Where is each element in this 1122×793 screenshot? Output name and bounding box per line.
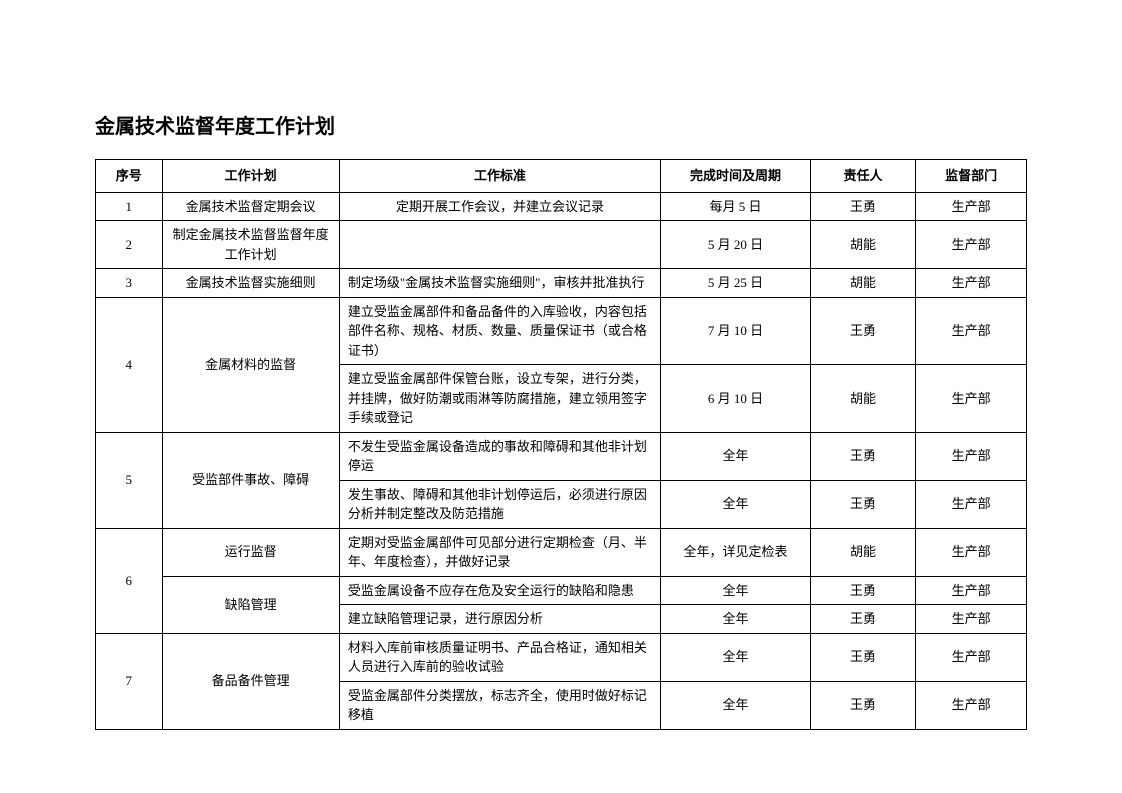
cell-person: 王勇	[810, 633, 915, 681]
table-row: 5 受监部件事故、障碍 不发生受监金属设备造成的事故和障碍和其他非计划停运 全年…	[96, 432, 1027, 480]
cell-dept: 生产部	[916, 297, 1027, 365]
table-row: 7 备品备件管理 材料入库前审核质量证明书、产品合格证，通知相关人员进行入库前的…	[96, 633, 1027, 681]
cell-time: 全年	[661, 605, 811, 634]
cell-plan: 受监部件事故、障碍	[162, 432, 339, 528]
cell-time: 全年	[661, 681, 811, 729]
cell-person: 胡能	[810, 365, 915, 433]
cell-seq: 4	[96, 297, 163, 432]
cell-seq: 7	[96, 633, 163, 729]
table-row: 1 金属技术监督定期会议 定期开展工作会议，并建立会议记录 每月 5 日 王勇 …	[96, 192, 1027, 221]
cell-time: 6 月 10 日	[661, 365, 811, 433]
cell-person: 王勇	[810, 681, 915, 729]
cell-seq: 1	[96, 192, 163, 221]
header-seq: 序号	[96, 160, 163, 193]
cell-time: 全年	[661, 432, 811, 480]
document-page: 金属技术监督年度工作计划 序号 工作计划 工作标准 完成时间及周期 责任人 监督…	[0, 0, 1122, 770]
cell-person: 王勇	[810, 192, 915, 221]
cell-person: 胡能	[810, 269, 915, 298]
cell-dept: 生产部	[916, 681, 1027, 729]
cell-time: 全年	[661, 576, 811, 605]
cell-dept: 生产部	[916, 576, 1027, 605]
cell-plan: 制定金属技术监督监督年度工作计划	[162, 221, 339, 269]
cell-person: 胡能	[810, 528, 915, 576]
cell-plan: 运行监督	[162, 528, 339, 576]
table-row: 4 金属材料的监督 建立受监金属部件和备品备件的入库验收，内容包括部件名称、规格…	[96, 297, 1027, 365]
cell-dept: 生产部	[916, 365, 1027, 433]
header-dept: 监督部门	[916, 160, 1027, 193]
table-header-row: 序号 工作计划 工作标准 完成时间及周期 责任人 监督部门	[96, 160, 1027, 193]
cell-std	[339, 221, 660, 269]
cell-person: 王勇	[810, 605, 915, 634]
cell-plan: 金属技术监督定期会议	[162, 192, 339, 221]
header-time: 完成时间及周期	[661, 160, 811, 193]
cell-seq: 2	[96, 221, 163, 269]
cell-dept: 生产部	[916, 221, 1027, 269]
cell-time: 5 月 20 日	[661, 221, 811, 269]
cell-std: 建立受监金属部件保管台账，设立专架，进行分类，并挂牌，做好防潮或雨淋等防腐措施，…	[339, 365, 660, 433]
cell-dept: 生产部	[916, 432, 1027, 480]
cell-std: 受监金属设备不应存在危及安全运行的缺陷和隐患	[339, 576, 660, 605]
cell-person: 王勇	[810, 480, 915, 528]
cell-person: 胡能	[810, 221, 915, 269]
cell-std: 定期开展工作会议，并建立会议记录	[339, 192, 660, 221]
cell-std: 制定场级"金属技术监督实施细则"，审核并批准执行	[339, 269, 660, 298]
cell-person: 王勇	[810, 432, 915, 480]
cell-seq: 5	[96, 432, 163, 528]
header-standard: 工作标准	[339, 160, 660, 193]
cell-seq: 6	[96, 528, 163, 633]
cell-std: 材料入库前审核质量证明书、产品合格证，通知相关人员进行入库前的验收试验	[339, 633, 660, 681]
work-plan-table: 序号 工作计划 工作标准 完成时间及周期 责任人 监督部门 1 金属技术监督定期…	[95, 159, 1027, 730]
cell-plan: 金属材料的监督	[162, 297, 339, 432]
table-row: 缺陷管理 受监金属设备不应存在危及安全运行的缺陷和隐患 全年 王勇 生产部	[96, 576, 1027, 605]
page-title: 金属技术监督年度工作计划	[95, 110, 1027, 139]
cell-dept: 生产部	[916, 192, 1027, 221]
cell-time: 7 月 10 日	[661, 297, 811, 365]
table-row: 3 金属技术监督实施细则 制定场级"金属技术监督实施细则"，审核并批准执行 5 …	[96, 269, 1027, 298]
cell-dept: 生产部	[916, 480, 1027, 528]
header-person: 责任人	[810, 160, 915, 193]
cell-time: 全年	[661, 633, 811, 681]
cell-std: 不发生受监金属设备造成的事故和障碍和其他非计划停运	[339, 432, 660, 480]
cell-std: 建立缺陷管理记录，进行原因分析	[339, 605, 660, 634]
cell-time: 5 月 25 日	[661, 269, 811, 298]
cell-person: 王勇	[810, 297, 915, 365]
cell-std: 建立受监金属部件和备品备件的入库验收，内容包括部件名称、规格、材质、数量、质量保…	[339, 297, 660, 365]
cell-time: 全年	[661, 480, 811, 528]
cell-dept: 生产部	[916, 269, 1027, 298]
table-row: 2 制定金属技术监督监督年度工作计划 5 月 20 日 胡能 生产部	[96, 221, 1027, 269]
cell-std: 受监金属部件分类摆放，标志齐全，使用时做好标记移植	[339, 681, 660, 729]
cell-std: 定期对受监金属部件可见部分进行定期检查（月、半年、年度检查），并做好记录	[339, 528, 660, 576]
cell-plan: 备品备件管理	[162, 633, 339, 729]
cell-plan: 缺陷管理	[162, 576, 339, 633]
cell-dept: 生产部	[916, 605, 1027, 634]
cell-std: 发生事故、障碍和其他非计划停运后，必须进行原因分析并制定整改及防范措施	[339, 480, 660, 528]
cell-time: 全年，详见定检表	[661, 528, 811, 576]
header-plan: 工作计划	[162, 160, 339, 193]
cell-seq: 3	[96, 269, 163, 298]
cell-dept: 生产部	[916, 633, 1027, 681]
cell-dept: 生产部	[916, 528, 1027, 576]
cell-person: 王勇	[810, 576, 915, 605]
cell-time: 每月 5 日	[661, 192, 811, 221]
table-row: 6 运行监督 定期对受监金属部件可见部分进行定期检查（月、半年、年度检查），并做…	[96, 528, 1027, 576]
cell-plan: 金属技术监督实施细则	[162, 269, 339, 298]
